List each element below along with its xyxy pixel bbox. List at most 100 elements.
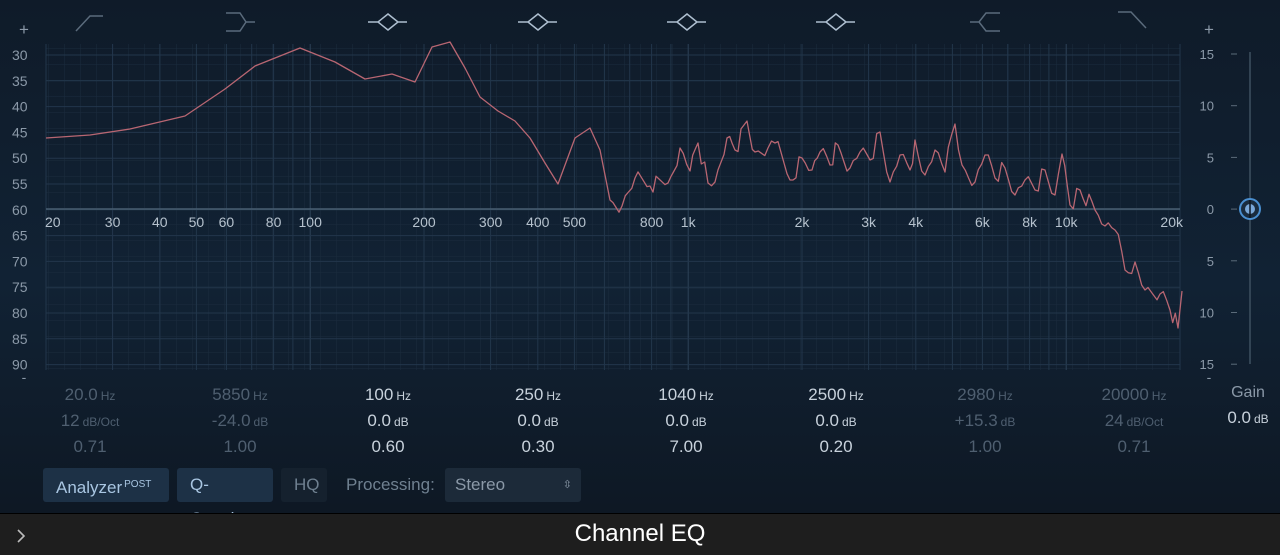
left-scale-label: 80 bbox=[12, 305, 28, 321]
bell-icon[interactable] bbox=[368, 13, 407, 31]
band-q[interactable]: 0.30 bbox=[463, 436, 613, 462]
band-gain-unit: dB bbox=[253, 415, 269, 429]
low-cut-icon[interactable] bbox=[75, 15, 103, 32]
right-scale-label: 10 bbox=[1200, 306, 1214, 321]
left-scale: 30 35 40 45 50 55 60 65 70 75 80 85 90 bbox=[12, 47, 28, 373]
gain-label: Gain bbox=[1231, 384, 1265, 401]
band-gain[interactable]: 0.0 dB bbox=[313, 410, 463, 436]
band-gain[interactable]: +15.3 dB bbox=[910, 410, 1060, 436]
band-q[interactable]: 0.71 bbox=[1059, 436, 1209, 462]
high-shelf-icon[interactable] bbox=[970, 12, 1000, 32]
band-gain[interactable]: 0.0 dB bbox=[463, 410, 613, 436]
analyzer-label: Analyzer bbox=[56, 478, 123, 497]
bell-icon[interactable] bbox=[667, 13, 706, 31]
band-frequency-value: 250 bbox=[514, 385, 544, 404]
processing-select[interactable]: Stereo ⇳ bbox=[445, 468, 581, 502]
band-q[interactable]: 0.71 bbox=[15, 436, 165, 462]
band-gain[interactable]: 0.0 dB bbox=[761, 410, 911, 436]
band-gain-unit: dB bbox=[1000, 415, 1016, 429]
processing-value: Stereo bbox=[455, 475, 506, 494]
left-scale-label: 75 bbox=[12, 279, 28, 295]
gain-value[interactable]: 0.0 dB bbox=[1216, 408, 1280, 428]
band-gain[interactable]: -24.0 dB bbox=[165, 410, 315, 436]
hq-label: HQ bbox=[294, 475, 320, 494]
footer-bar: Channel EQ bbox=[0, 513, 1280, 555]
band-frequency-unit: Hz bbox=[100, 389, 116, 403]
band-frequency[interactable]: 250 Hz bbox=[463, 384, 613, 410]
band-q[interactable]: 0.20 bbox=[761, 436, 911, 462]
band-q-value: 7.00 bbox=[669, 437, 703, 456]
band-frequency[interactable]: 2980 Hz bbox=[910, 384, 1060, 410]
gain-value-unit: dB bbox=[1253, 412, 1269, 426]
left-scale-label: 40 bbox=[12, 99, 28, 115]
freq-label: 200 bbox=[412, 214, 436, 230]
left-scale-label: 50 bbox=[12, 150, 28, 166]
band-6-params: 2500 Hz 0.0 dB 0.20 bbox=[761, 384, 911, 462]
hq-button[interactable]: HQ bbox=[281, 468, 327, 502]
freq-label: 2k bbox=[795, 214, 811, 230]
band-gain-value: 0.0 bbox=[517, 411, 541, 430]
freq-label: 50 bbox=[189, 214, 205, 230]
band-frequency[interactable]: 2500 Hz bbox=[761, 384, 911, 410]
frequency-scale: 20 30 40 50 60 80 100 200 300 400 500 800 1k 2k 3k 4k 6k… bbox=[45, 214, 1184, 230]
band-2-params: 5850 Hz -24.0 dB 1.00 bbox=[165, 384, 315, 462]
band-frequency-unit: Hz bbox=[1151, 389, 1167, 403]
freq-label: 80 bbox=[266, 214, 282, 230]
band-frequency[interactable]: 5850 Hz bbox=[165, 384, 315, 410]
band-gain-value: 0.0 bbox=[815, 411, 839, 430]
band-q-value: 0.71 bbox=[1117, 437, 1151, 456]
left-scale-label: 45 bbox=[12, 124, 28, 140]
chevron-right-icon[interactable] bbox=[12, 527, 30, 545]
band-q-value: 0.20 bbox=[819, 437, 853, 456]
band-frequency-unit: Hz bbox=[253, 389, 268, 403]
band-frequency[interactable]: 100 Hz bbox=[313, 384, 463, 410]
freq-label: 40 bbox=[152, 214, 168, 230]
q-couple-button[interactable]: Q-Couple bbox=[177, 468, 273, 528]
band-q[interactable]: 0.60 bbox=[313, 436, 463, 462]
band-frequency[interactable]: 1040 Hz bbox=[611, 384, 761, 410]
freq-label: 30 bbox=[105, 214, 121, 230]
band-gain-unit: dB/Oct bbox=[1126, 415, 1164, 429]
minus-left-button[interactable]: - bbox=[22, 369, 27, 382]
band-q[interactable]: 1.00 bbox=[165, 436, 315, 462]
freq-label: 6k bbox=[975, 214, 991, 230]
band-q[interactable]: 1.00 bbox=[910, 436, 1060, 462]
gain-block: Gain 0.0 dB bbox=[1216, 382, 1280, 428]
grid-lines bbox=[45, 44, 1181, 370]
freq-label: 60 bbox=[219, 214, 235, 230]
band-frequency[interactable]: 20000 Hz bbox=[1059, 384, 1209, 410]
plus-right-button[interactable]: + bbox=[1204, 20, 1214, 39]
bell-icon[interactable] bbox=[518, 13, 557, 31]
freq-label: 8k bbox=[1022, 214, 1038, 230]
band-gain-unit: dB bbox=[543, 415, 559, 429]
band-gain-unit: dB bbox=[841, 415, 857, 429]
band-gain[interactable]: 12 dB/Oct bbox=[15, 410, 165, 436]
minus-right-button[interactable]: - bbox=[1207, 369, 1212, 382]
left-scale-label: 65 bbox=[12, 228, 28, 244]
band-gain-value: 12 bbox=[60, 411, 80, 430]
gain-slider-knob[interactable] bbox=[1239, 198, 1261, 220]
band-1-params: 20.0 Hz 12 dB/Oct 0.71 bbox=[15, 384, 165, 462]
bell-icon[interactable] bbox=[816, 13, 855, 31]
analyzer-button[interactable]: Analyzer POST bbox=[43, 468, 169, 502]
band-gain-value: -24.0 bbox=[211, 411, 251, 430]
gain-value-number: 0.0 bbox=[1227, 408, 1251, 427]
plugin-title: Channel EQ bbox=[574, 520, 706, 547]
high-cut-icon[interactable] bbox=[1118, 11, 1147, 29]
band-frequency-unit: Hz bbox=[998, 389, 1013, 403]
freq-label: 4k bbox=[908, 214, 924, 230]
band-frequency[interactable]: 20.0 Hz bbox=[15, 384, 165, 410]
plus-left-button[interactable]: + bbox=[19, 20, 29, 39]
band-frequency-unit: Hz bbox=[396, 389, 412, 403]
freq-label: 500 bbox=[563, 214, 587, 230]
band-q-value: 1.00 bbox=[968, 437, 1002, 456]
band-gain[interactable]: 24 dB/Oct bbox=[1059, 410, 1209, 436]
band-gain[interactable]: 0.0 dB bbox=[611, 410, 761, 436]
analyzer-spectrum bbox=[45, 41, 1183, 329]
right-scale-label: 10 bbox=[1200, 99, 1214, 114]
band-q[interactable]: 7.00 bbox=[611, 436, 761, 462]
low-shelf-icon[interactable] bbox=[226, 12, 255, 32]
freq-label: 3k bbox=[861, 214, 877, 230]
band-q-value: 0.60 bbox=[371, 437, 405, 456]
